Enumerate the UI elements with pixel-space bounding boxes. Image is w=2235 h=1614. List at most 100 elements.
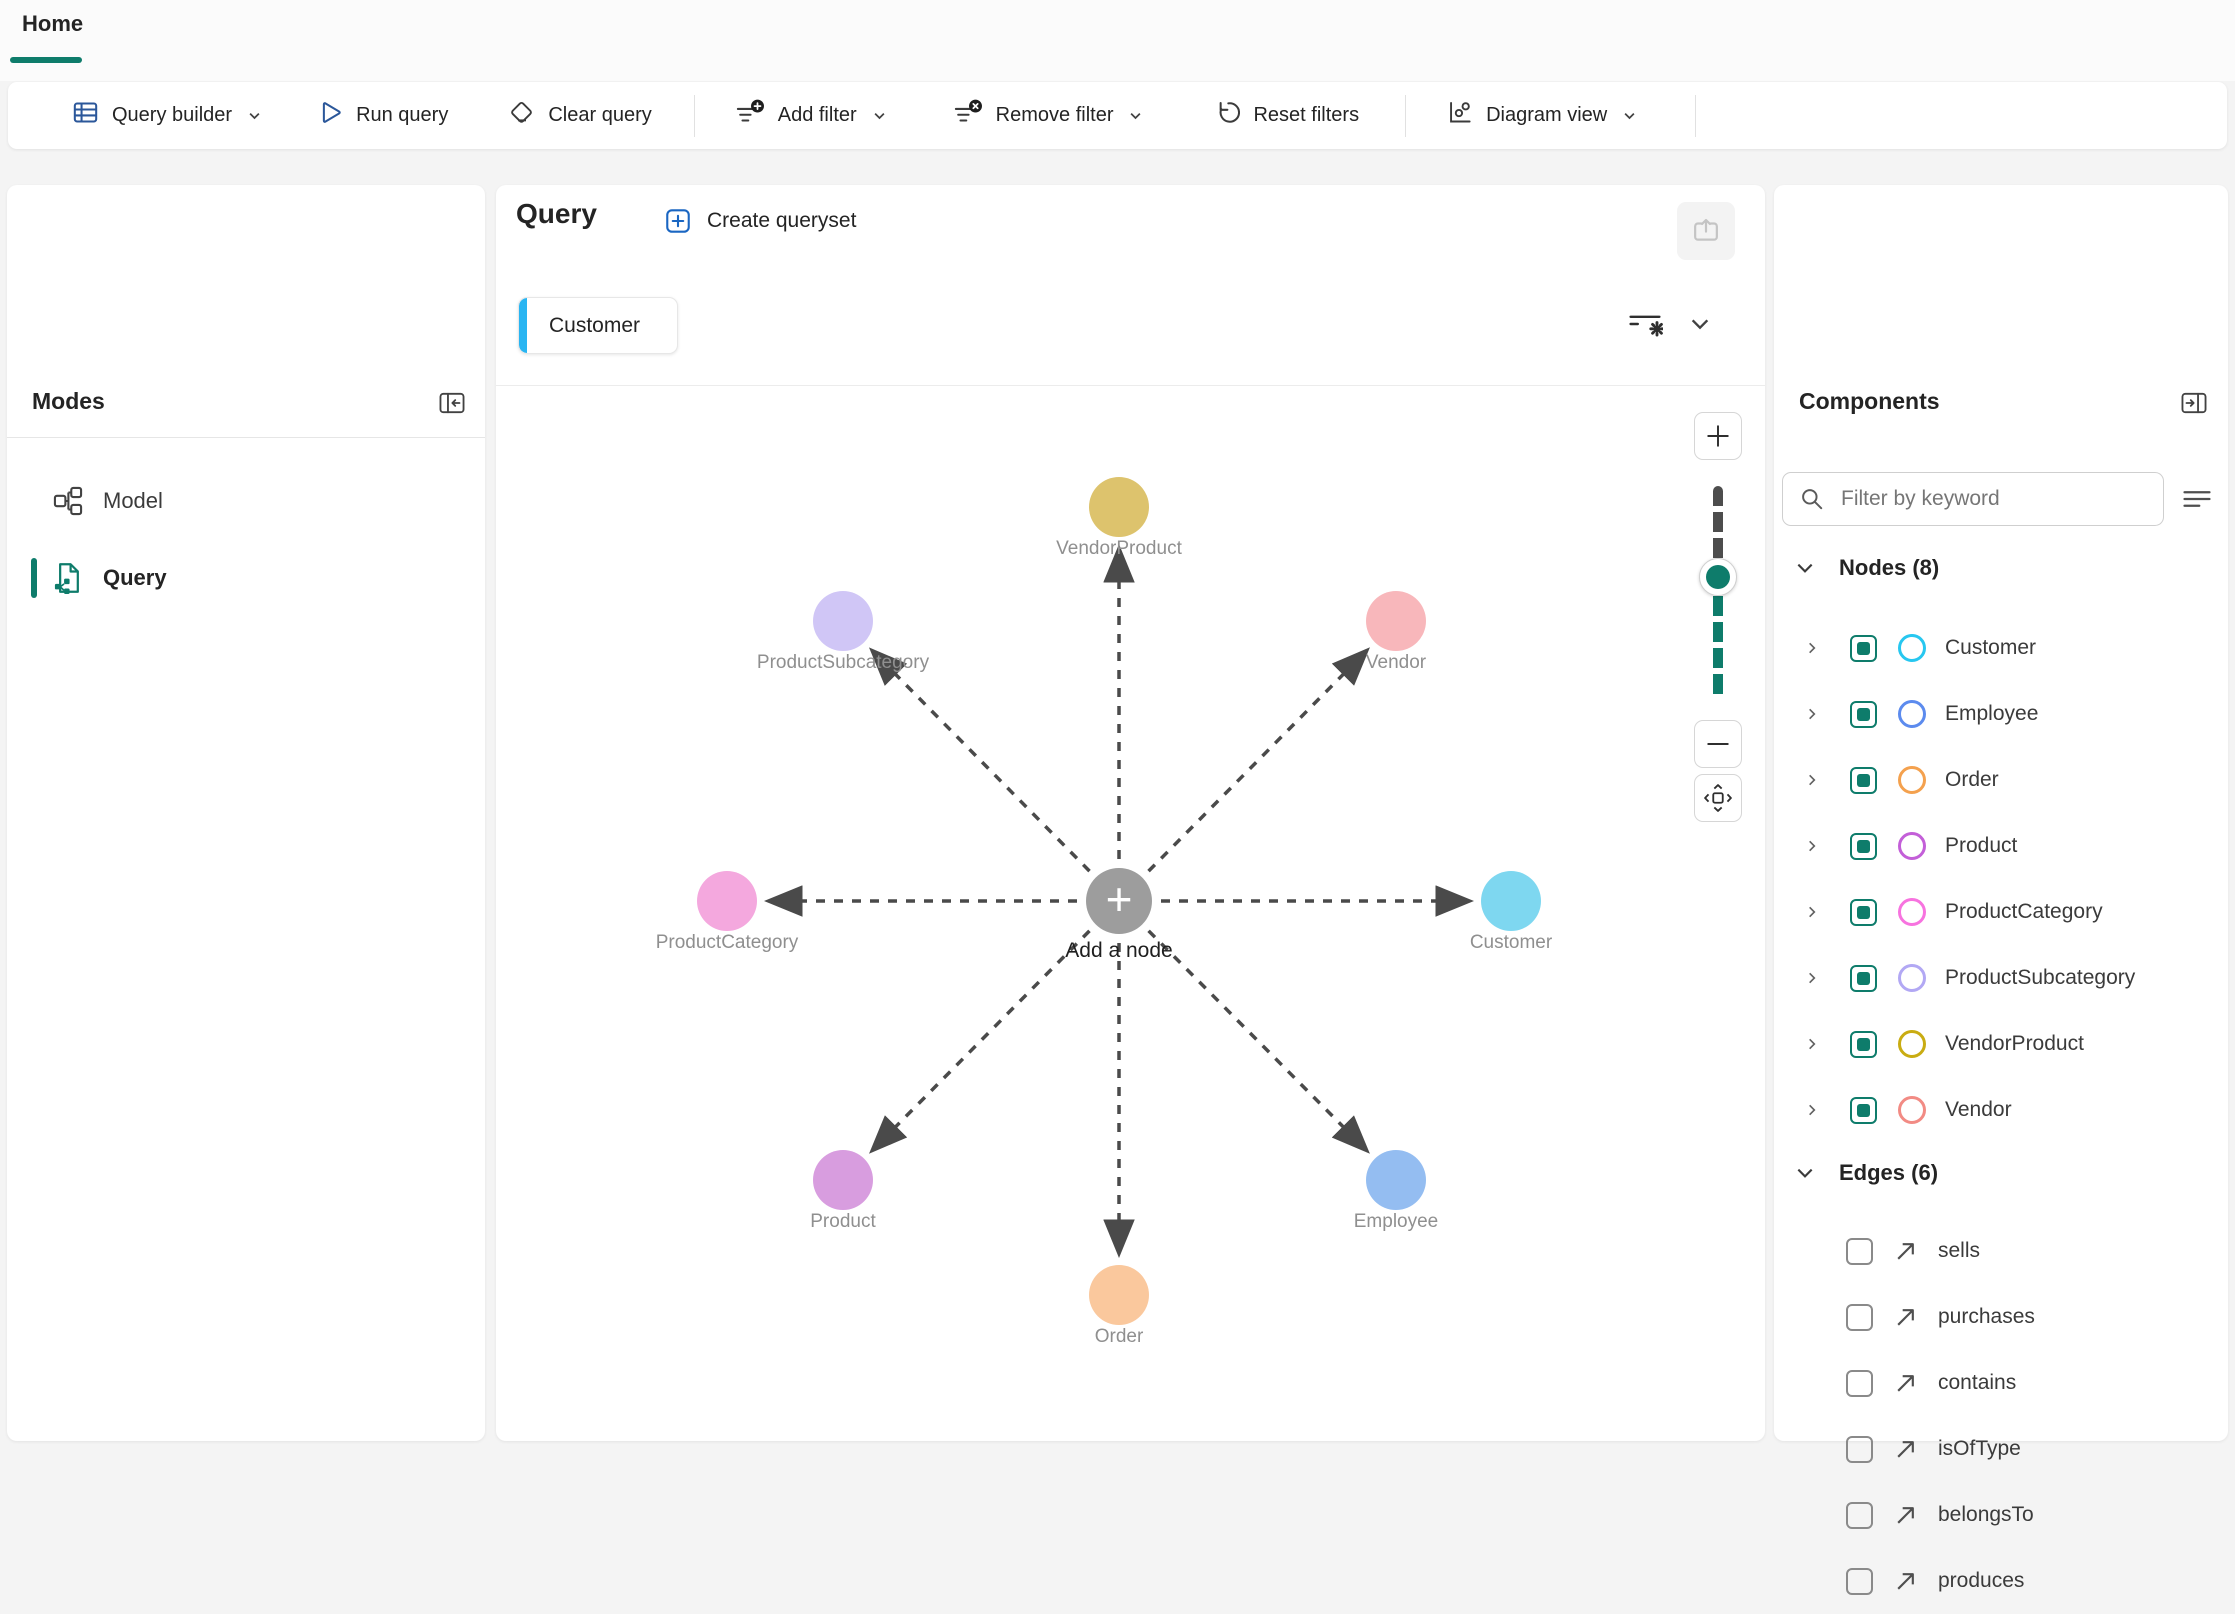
panel-collapse-left-icon (439, 392, 465, 414)
node-checkbox[interactable] (1850, 634, 1877, 662)
edge-arrow-icon (1892, 1238, 1919, 1265)
node-color-ring (1898, 766, 1926, 794)
chevron-right-icon[interactable] (1805, 641, 1819, 655)
chevron-right-icon[interactable] (1805, 707, 1819, 721)
add-node-button[interactable]: + (1086, 868, 1152, 934)
list-options-icon[interactable] (2180, 484, 2214, 514)
sidebar-item-query[interactable]: Query (7, 547, 485, 609)
edge-row-label: purchases (1938, 1305, 2035, 1328)
graph-node-productcategory[interactable] (697, 871, 757, 931)
node-row-customer[interactable]: Customer (1774, 615, 2228, 681)
graph-node-product[interactable] (813, 1150, 873, 1210)
reset-filters-button[interactable]: Reset filters (1193, 90, 1379, 142)
edges-section-label: Edges (6) (1839, 1160, 1939, 1185)
node-row-productsubcategory[interactable]: ProductSubcategory (1774, 945, 2228, 1011)
modes-panel: Modes Model (7, 185, 485, 1441)
diagram-view-button[interactable]: Diagram view (1426, 90, 1657, 142)
edge-row-label: contains (1938, 1371, 2017, 1394)
graph-node-productsubcategory[interactable] (813, 591, 873, 651)
remove-filter-icon (953, 99, 983, 133)
graph-node-vendor[interactable] (1366, 591, 1426, 651)
plus-icon (1707, 425, 1729, 447)
zoom-track-lower (1713, 570, 1723, 699)
node-row-vendor[interactable]: Vendor (1774, 1077, 2228, 1143)
node-checkbox[interactable] (1850, 1096, 1877, 1124)
node-checkbox[interactable] (1850, 898, 1877, 926)
edge-row-purchases[interactable]: purchases (1774, 1284, 2228, 1350)
sidebar-item-model[interactable]: Model (7, 470, 485, 532)
graph-node-vendorproduct[interactable] (1089, 477, 1149, 537)
zoom-slider[interactable] (1699, 486, 1737, 699)
graph-links-layer (764, 544, 1474, 1258)
zoom-slider-thumb[interactable] (1699, 558, 1737, 596)
node-row-label: VendorProduct (1945, 1032, 2084, 1055)
edge-checkbox[interactable] (1846, 1369, 1873, 1397)
open-panel-button[interactable] (2174, 383, 2214, 423)
search-input[interactable] (1839, 486, 2149, 512)
chevron-right-icon[interactable] (1805, 971, 1819, 985)
expand-view-button[interactable] (1677, 202, 1735, 260)
node-color-ring (1898, 832, 1926, 860)
graph-node-customer[interactable] (1481, 871, 1541, 931)
chevron-right-icon[interactable] (1805, 1103, 1819, 1117)
node-checkbox[interactable] (1850, 1030, 1877, 1058)
node-checkbox[interactable] (1850, 700, 1877, 728)
node-row-vendorproduct[interactable]: VendorProduct (1774, 1011, 2228, 1077)
edge-checkbox[interactable] (1846, 1435, 1873, 1463)
edge-checkbox[interactable] (1846, 1567, 1873, 1595)
add-node-label: Add a node (1065, 939, 1173, 962)
nodes-section-label: Nodes (8) (1839, 555, 1940, 580)
keyword-filter-searchbox[interactable] (1782, 472, 2164, 526)
node-checkbox[interactable] (1850, 964, 1877, 992)
node-row-label: Customer (1945, 636, 2037, 659)
chevron-right-icon[interactable] (1805, 839, 1819, 853)
edge-row-sells[interactable]: sells (1774, 1218, 2228, 1284)
collapse-panel-button[interactable] (432, 383, 472, 423)
edge-checkbox[interactable] (1846, 1303, 1873, 1331)
add-filter-button[interactable]: Add filter (715, 90, 907, 142)
edge-checkbox[interactable] (1846, 1501, 1873, 1529)
node-row-employee[interactable]: Employee (1774, 681, 2228, 747)
graph-edge-line (868, 647, 1091, 873)
top-band: Home (0, 0, 2235, 81)
query-panel: Query Create queryset Customer (496, 185, 1765, 1441)
diagram-view-label: Diagram view (1486, 104, 1608, 126)
graph-node-order[interactable] (1089, 1265, 1149, 1325)
toolbar-divider (1405, 94, 1407, 137)
remove-filter-button[interactable]: Remove filter (933, 90, 1164, 142)
create-queryset-button[interactable]: Create queryset (664, 207, 856, 235)
zoom-in-button[interactable] (1694, 412, 1742, 460)
zoom-out-button[interactable] (1694, 720, 1742, 768)
clear-query-button[interactable]: Clear query (488, 90, 671, 142)
queryset-chip-customer[interactable]: Customer (518, 297, 678, 354)
chevron-down-icon[interactable] (1689, 313, 1711, 335)
tab-home[interactable]: Home (22, 11, 83, 37)
graph-canvas[interactable]: VendorProduct ProductSubcategory Vendor Pro… (496, 386, 1765, 1429)
edge-row-isoftype[interactable]: isOfType (1774, 1416, 2228, 1482)
nodes-section-header[interactable]: Nodes (8) (1795, 555, 1939, 581)
run-query-button[interactable]: Run query (296, 90, 468, 142)
modes-panel-title: Modes (32, 388, 105, 414)
node-row-order[interactable]: Order (1774, 747, 2228, 813)
filter-settings-icon[interactable] (1627, 307, 1663, 341)
node-row-product[interactable]: Product (1774, 813, 2228, 879)
edge-row-produces[interactable]: produces (1774, 1548, 2228, 1614)
node-row-productcategory[interactable]: ProductCategory (1774, 879, 2228, 945)
node-checkbox[interactable] (1850, 832, 1877, 860)
graph-edge-line (1147, 929, 1370, 1154)
chevron-right-icon[interactable] (1805, 905, 1819, 919)
query-builder-icon (72, 99, 99, 132)
edge-row-belongsto[interactable]: belongsTo (1774, 1482, 2228, 1548)
edge-checkbox[interactable] (1846, 1237, 1873, 1265)
query-builder-button[interactable]: Query builder (52, 90, 282, 142)
model-icon (51, 484, 85, 518)
node-checkbox[interactable] (1850, 766, 1877, 794)
fit-view-button[interactable] (1694, 774, 1742, 822)
chevron-right-icon[interactable] (1805, 1037, 1819, 1051)
graph-node-employee[interactable] (1366, 1150, 1426, 1210)
edges-section-header[interactable]: Edges (6) (1795, 1160, 1938, 1186)
edge-row-contains[interactable]: contains (1774, 1350, 2228, 1416)
edges-tree: sells purchases contains isOfType belong… (1774, 1218, 2228, 1614)
chip-label: Customer (549, 313, 641, 337)
chevron-right-icon[interactable] (1805, 773, 1819, 787)
